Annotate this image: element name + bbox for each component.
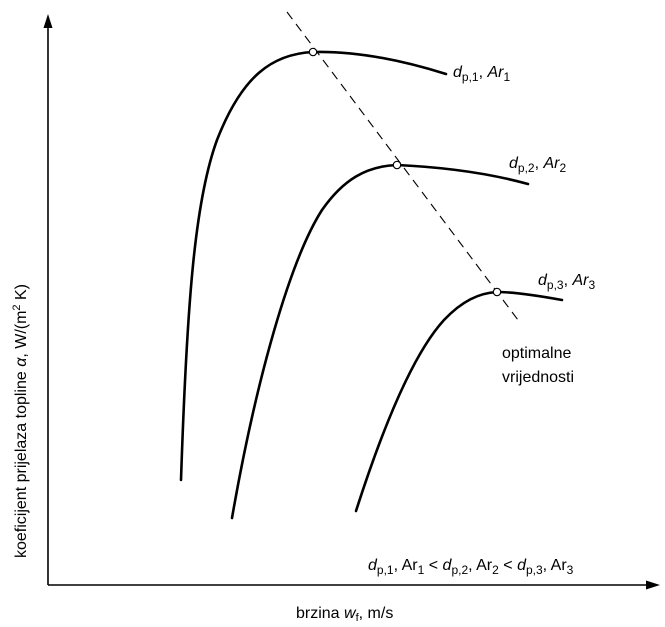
x-axis-label-symbol: w — [344, 605, 357, 622]
curve-label-2-ar-sub: 2 — [559, 161, 566, 175]
curve-3 — [354, 290, 564, 513]
y-axis-label-symbol: α — [13, 357, 30, 367]
relation-lt1: < — [424, 557, 442, 574]
curve-label-2-sep: , — [535, 155, 544, 172]
y-axis-label-unit: , W/(m — [13, 311, 30, 358]
relation-d3-sub: p,3 — [526, 563, 543, 577]
x-axis-label-main: brzina — [296, 605, 344, 622]
optimum-point-2 — [392, 160, 402, 170]
curve-label-3-ar-sub: 3 — [588, 278, 595, 292]
relation-d3: d — [517, 557, 527, 574]
curve-label-2: dp,2, Ar2 — [509, 155, 566, 175]
curve-label-1: dp,1, Ar1 — [453, 64, 510, 84]
curve-label-1-sep: , — [479, 64, 488, 81]
x-axis-label: brzina wf, m/s — [296, 605, 393, 624]
relation-d2-sub: p,2 — [451, 563, 468, 577]
relation-ar2-sub: 2 — [492, 563, 499, 577]
curve-label-2-d-sub: p,2 — [518, 161, 535, 175]
optimum-point-1 — [308, 47, 318, 57]
curve-label-1-d: d — [453, 64, 463, 81]
relation-ar1: , Ar — [394, 557, 419, 574]
y-axis-label-sup: 2 — [11, 304, 23, 310]
relation-d1: d — [368, 557, 378, 574]
curve-label-1-ar-sub: 1 — [503, 70, 510, 84]
relation-d1-sub: p,1 — [377, 563, 394, 577]
curve-label-3-d-sub: p,3 — [547, 278, 564, 292]
x-axis-label-sub: f — [356, 612, 360, 624]
y-axis-label-end: K) — [13, 284, 30, 304]
relation-d2: d — [443, 557, 453, 574]
x-axis-arrow — [646, 580, 660, 590]
y-axis-label-main: koeficijent prijelaza topline — [13, 367, 30, 558]
optimum-label-line1: optimalne — [502, 345, 571, 362]
curve-label-3: dp,3, Ar3 — [538, 272, 595, 292]
curve-2 — [230, 163, 530, 520]
x-axis-label-unit: , m/s — [359, 605, 394, 622]
curve-label-3-sep: , — [564, 272, 573, 289]
relation-ar3: , Ar — [543, 557, 568, 574]
relation-ar1-sub: 1 — [418, 563, 425, 577]
curve-label-3-d: d — [538, 272, 548, 289]
curve-label-3-ar: Ar — [571, 272, 589, 289]
curve-label-1-d-sub: p,1 — [462, 70, 479, 84]
y-axis-label: koeficijent prijelaza topline α, W/(m2 K… — [11, 284, 30, 558]
curve-1 — [179, 50, 448, 482]
relation-label: dp,1, Ar1 < dp,2, Ar2 < dp,3, Ar3 — [368, 557, 574, 577]
curve-label-2-ar: Ar — [542, 155, 560, 172]
optimum-point-3 — [492, 287, 502, 297]
relation-lt2: < — [499, 557, 517, 574]
curve-label-1-ar: Ar — [486, 64, 504, 81]
y-axis-arrow — [43, 14, 53, 28]
relation-ar3-sub: 3 — [567, 563, 574, 577]
optimum-label-line2: vrijednosti — [502, 369, 574, 386]
relation-ar2: , Ar — [468, 557, 493, 574]
curve-label-2-d: d — [509, 155, 519, 172]
optimum-line — [286, 11, 519, 321]
